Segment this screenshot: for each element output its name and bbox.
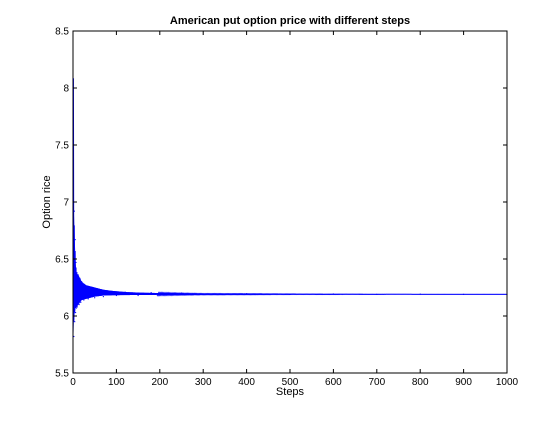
series-point <box>115 294 117 297</box>
x-tick-label: 300 <box>195 377 212 388</box>
series-point <box>159 294 161 296</box>
y-tick-label: 6.5 <box>55 255 69 266</box>
y-tick-label: 5.5 <box>55 369 69 380</box>
series-point <box>246 293 248 295</box>
y-tick-label: 7.5 <box>55 141 69 152</box>
series-point <box>74 321 76 323</box>
series-point <box>180 292 183 294</box>
series-point <box>137 294 139 297</box>
y-tick-label: 7 <box>63 198 69 209</box>
series-point <box>75 307 78 309</box>
x-tick-label: 700 <box>368 377 385 388</box>
series-point <box>202 293 204 296</box>
series-layer <box>72 78 508 338</box>
series-point <box>79 277 81 279</box>
series-point <box>76 272 78 274</box>
series-point <box>107 290 109 292</box>
series-point <box>332 293 334 295</box>
y-tick-label: 6 <box>63 312 69 323</box>
series-point <box>74 239 76 241</box>
x-tick-label: 200 <box>151 377 168 388</box>
series-point <box>77 274 79 276</box>
y-tick-label: 8.5 <box>55 27 69 38</box>
series-point <box>87 298 89 300</box>
series-point <box>73 335 75 338</box>
series-point <box>89 286 91 289</box>
series-point <box>98 289 100 291</box>
x-tick-label: 100 <box>108 377 125 388</box>
plot-area <box>73 31 507 373</box>
x-axis-label: Steps <box>276 386 305 398</box>
x-tick-label: 500 <box>282 377 299 388</box>
series-point <box>463 293 465 295</box>
x-tick-label: 900 <box>455 377 472 388</box>
x-axis-ticks: 0 100 200 300 400 500 600 700 800 900 1000 <box>70 31 519 388</box>
series-point <box>85 285 87 287</box>
series-point <box>419 293 421 295</box>
series-point <box>80 301 82 303</box>
x-tick-label: 0 <box>70 377 76 388</box>
series-point <box>81 281 83 283</box>
x-tick-label: 800 <box>412 377 429 388</box>
series-point <box>75 311 77 314</box>
series-point <box>75 261 77 264</box>
series-point <box>73 210 75 212</box>
x-tick-label: 1000 <box>496 377 519 388</box>
series-point <box>124 291 126 293</box>
series-point <box>78 304 80 306</box>
chart-title: American put option price with different… <box>170 15 410 27</box>
series-point <box>83 299 85 301</box>
y-tick-label: 8 <box>63 84 69 95</box>
y-axis-ticks: 5.5 6 6.5 7 7.5 8 8.5 <box>55 27 507 380</box>
y-axis-label: Option rice <box>41 175 53 228</box>
series-point <box>102 296 104 298</box>
series-point <box>376 293 378 295</box>
series-point <box>150 292 152 294</box>
x-tick-label: 400 <box>238 377 255 388</box>
x-tick-label: 600 <box>325 377 342 388</box>
series-point <box>289 293 291 296</box>
series-point <box>76 306 78 308</box>
series-point <box>94 297 96 299</box>
